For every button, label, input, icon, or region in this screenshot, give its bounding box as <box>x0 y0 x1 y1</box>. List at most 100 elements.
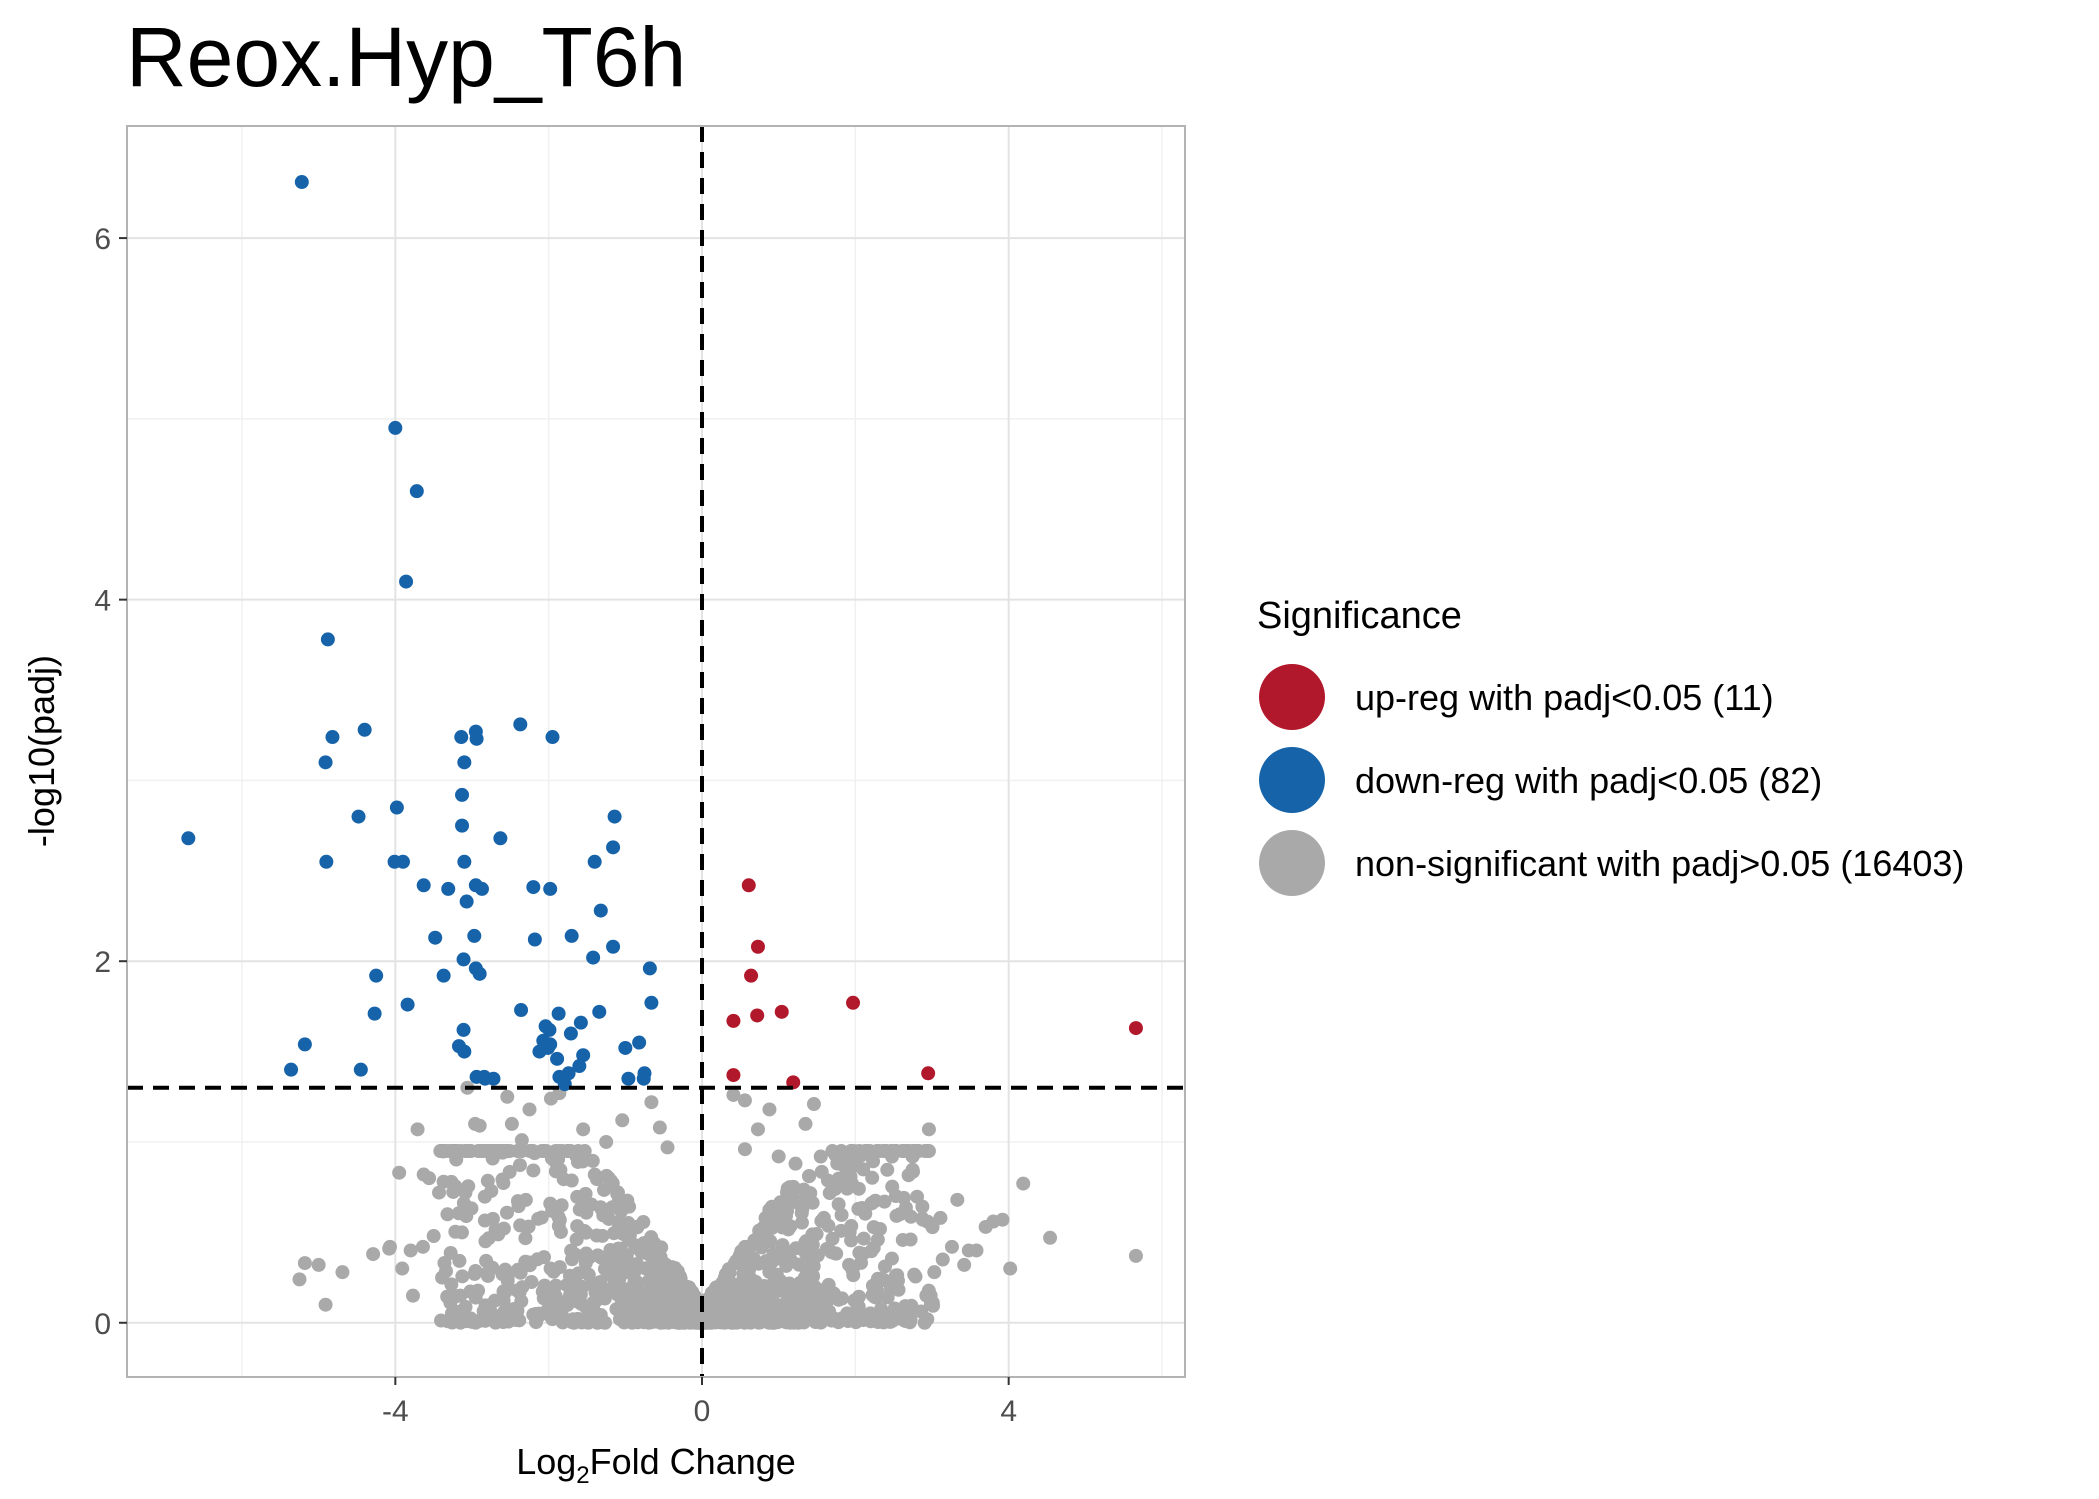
x-tick-label: 0 <box>694 1395 711 1428</box>
nonsignificant-points <box>292 1080 1143 1330</box>
nonsignificant-point <box>449 1144 464 1159</box>
down-regulated-point <box>396 854 410 869</box>
down-regulated-point <box>564 928 579 943</box>
nonsignificant-point <box>651 1262 666 1277</box>
nonsignificant-point <box>957 1257 972 1272</box>
legend-label: non-significant with padj>0.05 (16403) <box>1355 843 1964 884</box>
nonsignificant-point <box>831 1197 846 1212</box>
nonsignificant-point <box>921 1122 936 1137</box>
nonsignificant-point <box>851 1289 866 1304</box>
x-axis-label-prefix: Log <box>516 1441 576 1482</box>
down-regulated-point <box>644 995 659 1010</box>
nonsignificant-point <box>513 1265 528 1280</box>
nonsignificant-point <box>554 1307 569 1322</box>
down-regulated-point <box>319 854 334 869</box>
nonsignificant-point <box>512 1158 527 1173</box>
nonsignificant-point <box>866 1220 881 1235</box>
nonsignificant-point <box>903 1209 918 1224</box>
down-regulated-point <box>294 175 309 190</box>
nonsignificant-point <box>995 1212 1010 1227</box>
nonsignificant-point <box>426 1228 441 1243</box>
nonsignificant-point <box>318 1297 333 1312</box>
nonsignificant-point <box>1016 1176 1031 1191</box>
nonsignificant-point <box>440 1207 455 1222</box>
nonsignificant-point <box>456 1196 471 1211</box>
nonsignificant-point <box>769 1267 784 1282</box>
nonsignificant-point <box>382 1241 397 1256</box>
nonsignificant-point <box>779 1258 794 1273</box>
nonsignificant-point <box>366 1247 381 1262</box>
nonsignificant-point <box>611 1241 626 1256</box>
nonsignificant-point <box>1043 1230 1058 1245</box>
nonsignificant-point <box>604 1173 619 1188</box>
nonsignificant-point <box>297 1256 312 1271</box>
nonsignificant-point <box>892 1207 907 1222</box>
nonsignificant-point <box>589 1228 604 1243</box>
down-regulated-point <box>540 1040 555 1055</box>
down-regulated-point <box>469 731 484 746</box>
down-regulated-point <box>455 787 470 802</box>
down-regulated-point <box>472 966 487 981</box>
nonsignificant-point <box>573 1287 588 1302</box>
nonsignificant-point <box>848 1153 863 1168</box>
nonsignificant-point <box>491 1227 506 1242</box>
nonsignificant-point <box>574 1312 589 1327</box>
nonsignificant-point <box>752 1227 767 1242</box>
nonsignificant-point <box>806 1097 821 1112</box>
nonsignificant-point <box>717 1315 732 1330</box>
nonsignificant-point <box>864 1196 879 1211</box>
nonsignificant-point <box>500 1089 515 1104</box>
nonsignificant-point <box>726 1087 741 1102</box>
down-regulated-point <box>552 1069 567 1084</box>
nonsignificant-point <box>738 1311 753 1326</box>
nonsignificant-point <box>927 1265 942 1280</box>
up-regulated-point <box>744 968 759 983</box>
up-regulated-point <box>726 1068 741 1083</box>
nonsignificant-point <box>527 1146 542 1161</box>
nonsignificant-point <box>311 1257 326 1272</box>
nonsignificant-point <box>463 1284 478 1299</box>
down-regulated-point <box>573 1015 588 1030</box>
nonsignificant-point <box>762 1102 777 1117</box>
nonsignificant-point <box>811 1302 826 1317</box>
nonsignificant-point <box>576 1224 591 1239</box>
down-regulated-point <box>318 755 333 770</box>
nonsignificant-point <box>570 1189 585 1204</box>
nonsignificant-point <box>687 1292 702 1307</box>
nonsignificant-point <box>632 1309 647 1324</box>
up-regulated-point <box>750 939 765 954</box>
nonsignificant-point <box>531 1211 546 1226</box>
nonsignificant-point <box>762 1219 777 1234</box>
nonsignificant-point <box>483 1305 498 1320</box>
y-tick-label: 2 <box>94 946 111 979</box>
down-regulated-point <box>389 800 404 815</box>
nonsignificant-point <box>620 1254 635 1269</box>
nonsignificant-point <box>498 1308 513 1323</box>
nonsignificant-point <box>521 1219 536 1234</box>
legend-key <box>1259 830 1325 896</box>
nonsignificant-point <box>773 1195 788 1210</box>
nonsignificant-point <box>814 1164 829 1179</box>
down-regulated-point <box>400 997 415 1012</box>
nonsignificant-point <box>510 1194 525 1209</box>
nonsignificant-point <box>851 1201 866 1216</box>
nonsignificant-point <box>548 1144 563 1159</box>
nonsignificant-point <box>877 1194 892 1209</box>
y-axis-label: -log10(padj) <box>21 655 62 847</box>
up-regulated-point <box>726 1013 741 1028</box>
nonsignificant-point <box>737 1093 752 1108</box>
down-regulated-point <box>467 928 482 943</box>
down-regulated-point <box>457 1044 472 1059</box>
nonsignificant-point <box>461 1144 476 1159</box>
nonsignificant-point <box>576 1122 591 1137</box>
legend: Significance up-reg with padj<0.05 (11) d… <box>1257 595 1964 896</box>
nonsignificant-point <box>403 1243 418 1258</box>
down-regulated-point <box>469 1069 484 1084</box>
down-regulated-point <box>618 1040 633 1055</box>
nonsignificant-point <box>736 1271 751 1286</box>
up-regulated-points <box>726 878 1143 1090</box>
nonsignificant-point <box>610 1186 625 1201</box>
nonsignificant-point <box>650 1308 665 1323</box>
down-regulated-point <box>181 831 196 846</box>
down-regulated-point <box>526 880 541 895</box>
